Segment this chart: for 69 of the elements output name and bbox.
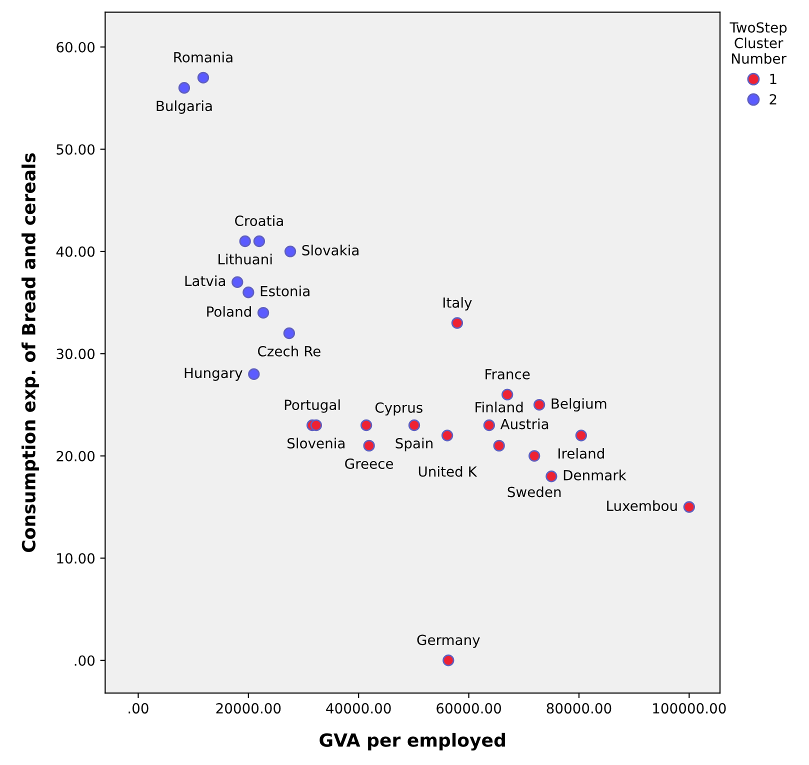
annotation: Romania: [174, 52, 232, 62]
annotation: United K: [418, 466, 478, 477]
point: [502, 388, 514, 400]
legend-title: TwoStep Cluster Number: [730, 22, 787, 64]
x-tick-label: 40000.00: [326, 703, 391, 714]
annotation: Estonia: [260, 286, 310, 296]
x-tick-label: 60000.00: [436, 703, 501, 714]
y-tick-label: 60.00: [56, 42, 95, 52]
y-tick-label: 10.00: [57, 553, 95, 564]
point: [283, 327, 296, 340]
legend-label: 2: [770, 94, 776, 104]
annotation: Luxembou: [607, 500, 677, 512]
annotation: Germany: [417, 634, 480, 648]
point: [442, 654, 454, 666]
annotation: Denmark: [564, 470, 626, 480]
point: [451, 317, 464, 329]
point: [528, 450, 540, 462]
x-tick-label: .00: [128, 703, 148, 714]
annotation: Cyprus: [375, 402, 422, 416]
legend-label: 1: [770, 74, 776, 84]
point: [232, 276, 244, 288]
point: [253, 235, 266, 248]
annotation: Poland: [207, 306, 251, 317]
annotation: Sweden: [508, 486, 561, 498]
annotation: Greece: [345, 458, 394, 469]
y-axis-title: Consumption exp. of Bread and cereals: [22, 153, 40, 552]
point: [284, 246, 296, 258]
point: [178, 82, 190, 94]
y-tick-label: .00: [74, 655, 95, 666]
point: [310, 419, 322, 432]
point: [683, 501, 696, 513]
annotation: Hungary: [184, 368, 242, 381]
y-tick-label: 40.00: [56, 246, 95, 257]
annotation: Spain: [396, 438, 432, 452]
point: [533, 398, 546, 411]
point: [239, 235, 251, 248]
point: [575, 430, 588, 442]
x-tick-label: 80000.00: [546, 703, 612, 714]
annotation: Latvia: [185, 275, 226, 286]
point: [257, 306, 270, 319]
x-axis-title: GVA per employed: [320, 732, 505, 751]
annotation: Lithuani: [218, 254, 272, 264]
annotation: Slovenia: [288, 438, 344, 448]
annotation: Slovakia: [302, 244, 358, 256]
y-tick-label: 50.00: [56, 144, 95, 155]
x-tick-label: 100000.00: [653, 703, 726, 714]
point: [363, 440, 375, 452]
y-tick-label: 30.00: [56, 348, 95, 360]
annotation: Finland: [476, 402, 523, 412]
point: [483, 419, 496, 432]
point: [242, 286, 254, 298]
annotation: Bulgaria: [156, 100, 212, 114]
annotation: Belgium: [552, 398, 606, 412]
annotation: Portugal: [284, 399, 340, 413]
annotation: Austria: [500, 418, 548, 430]
annotation: Croatia: [235, 215, 283, 226]
annotation: Czech Re: [258, 346, 320, 356]
point: [197, 72, 210, 84]
annotation: Italy: [444, 297, 472, 311]
point: [360, 419, 372, 432]
y-tick-label: 20.00: [56, 450, 95, 462]
x-tick-label: 20000.00: [216, 703, 281, 714]
annotation: France: [486, 369, 530, 380]
point: [248, 368, 260, 380]
point: [408, 419, 420, 432]
point: [441, 430, 454, 442]
annotation: Ireland: [558, 448, 604, 459]
point: [546, 470, 558, 482]
point: [493, 440, 505, 452]
